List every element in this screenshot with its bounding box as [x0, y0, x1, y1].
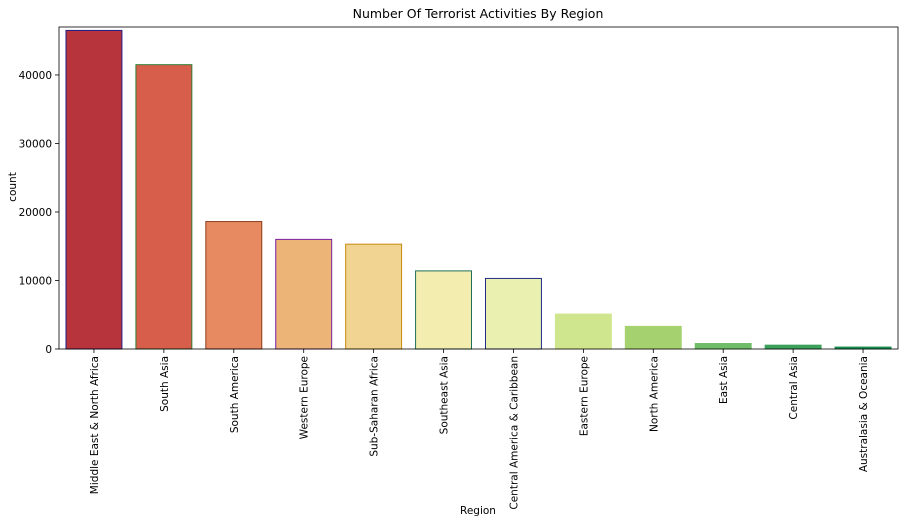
bars-group [65, 29, 892, 350]
y-tick-label: 40000 [19, 70, 52, 82]
x-tick-label: North America [648, 356, 660, 432]
plot-frame [58, 26, 899, 350]
bar [135, 64, 193, 350]
x-tick-label: East Asia [718, 356, 730, 404]
bar [415, 270, 473, 350]
bar [205, 221, 263, 350]
bar [554, 313, 612, 350]
y-tick-label: 0 [45, 344, 52, 356]
y-axis-label: count [7, 172, 19, 202]
x-tick-label: Central Asia [788, 356, 800, 420]
y-axis: 0 10000 20000 30000 40000 [19, 70, 59, 356]
x-tick-label: Australasia & Oceania [858, 356, 870, 472]
x-axis-label: Region [460, 505, 496, 517]
bar [624, 325, 682, 350]
bar [484, 277, 542, 350]
bar [764, 344, 822, 350]
bar [694, 343, 752, 350]
y-tick-label: 10000 [19, 275, 52, 287]
x-tick-label: Eastern Europe [578, 356, 590, 436]
x-tick-label: Western Europe [299, 356, 311, 439]
y-tick-label: 20000 [19, 207, 52, 219]
bar [65, 29, 123, 350]
bar [275, 238, 333, 350]
chart-title: Number Of Terrorist Activities By Region [353, 6, 604, 21]
y-tick-label: 30000 [19, 138, 52, 150]
x-axis: Middle East & North Africa South Asia Sout… [89, 349, 870, 510]
x-tick-label: Middle East & North Africa [89, 356, 101, 494]
x-tick-label: Central America & Caribbean [508, 356, 520, 510]
x-tick-label: Southeast Asia [439, 356, 451, 434]
x-tick-label: South Asia [159, 356, 171, 412]
x-tick-label: South America [229, 356, 241, 433]
x-tick-label: Sub-Saharan Africa [369, 356, 381, 457]
bar [345, 243, 403, 350]
